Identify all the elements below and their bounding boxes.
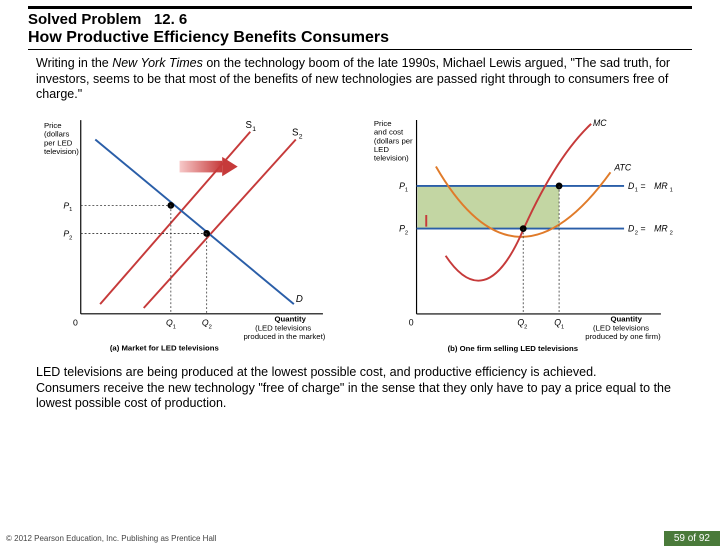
svg-text:1: 1	[635, 188, 638, 194]
svg-text:(LED televisions: (LED televisions	[593, 323, 649, 332]
intro-lead: Writing in the	[36, 56, 112, 70]
chart-b: Price and cost (dollars per LED televisi…	[370, 109, 690, 359]
intro-text: Writing in the New York Times on the tec…	[0, 56, 720, 103]
solved-label: Solved Problem	[28, 11, 141, 28]
slide-number: 59 of 92	[664, 531, 720, 546]
svg-text:MC: MC	[593, 118, 607, 128]
solved-number: 12. 6	[154, 11, 187, 28]
svg-text:1: 1	[69, 207, 72, 213]
svg-text:and cost: and cost	[374, 127, 404, 136]
svg-text:1: 1	[405, 188, 408, 194]
conclusion-line1: LED televisions are being produced at th…	[36, 365, 684, 381]
svg-text:2: 2	[299, 133, 303, 140]
svg-text:MR: MR	[654, 223, 668, 233]
svg-text:1: 1	[173, 324, 176, 330]
chart-b-caption: (b) One firm selling LED televisions	[448, 344, 578, 353]
svg-text:0: 0	[73, 317, 78, 327]
svg-text:(dollars: (dollars	[44, 129, 70, 138]
svg-text:=: =	[641, 181, 646, 191]
svg-text:2: 2	[209, 324, 212, 330]
svg-text:2: 2	[635, 230, 638, 236]
subtitle: How Productive Efficiency Benefits Consu…	[28, 29, 692, 47]
conclusion-text: LED televisions are being produced at th…	[0, 363, 720, 412]
svg-text:television): television)	[374, 154, 409, 163]
svg-text:per LED: per LED	[44, 138, 73, 147]
chart-a-caption: (a) Market for LED televisions	[110, 344, 219, 353]
solved-spacer	[146, 11, 150, 28]
svg-text:S: S	[292, 127, 298, 138]
svg-text:produced in the market): produced in the market)	[244, 332, 326, 341]
svg-text:2: 2	[524, 324, 527, 330]
svg-text:D: D	[296, 294, 303, 305]
footer: © 2012 Pearson Education, Inc. Publishin…	[0, 530, 720, 546]
svg-text:Price: Price	[44, 121, 62, 130]
svg-text:2: 2	[69, 235, 72, 241]
svg-text:=: =	[641, 223, 646, 233]
svg-text:produced by one firm): produced by one firm)	[585, 332, 661, 341]
svg-text:ATC: ATC	[613, 162, 631, 172]
svg-text:Quantity: Quantity	[275, 314, 307, 323]
conclusion-line2: Consumers receive the new technology "fr…	[36, 381, 684, 412]
svg-text:1: 1	[252, 126, 256, 133]
svg-text:MR: MR	[654, 181, 668, 191]
intro-source: New York Times	[112, 56, 203, 70]
svg-text:2: 2	[405, 230, 408, 236]
chart-a: Price (dollars per LED television) S1 S2	[42, 109, 360, 359]
top-rule	[28, 6, 692, 9]
svg-text:(dollars per: (dollars per	[374, 136, 413, 145]
solved-problem-line: Solved Problem 12. 6	[28, 11, 692, 28]
copyright-text: © 2012 Pearson Education, Inc. Publishin…	[0, 534, 216, 543]
heading-block: Solved Problem 12. 6 How Productive Effi…	[28, 11, 692, 50]
svg-text:2: 2	[670, 230, 673, 236]
svg-text:LED: LED	[374, 145, 389, 154]
svg-text:1: 1	[670, 188, 673, 194]
charts-row: Price (dollars per LED television) S1 S2	[0, 103, 720, 363]
svg-text:0: 0	[409, 317, 414, 327]
svg-text:1: 1	[561, 324, 564, 330]
svg-text:S: S	[245, 120, 251, 131]
svg-text:television): television)	[44, 147, 79, 156]
svg-text:Price: Price	[374, 119, 392, 128]
svg-text:Quantity: Quantity	[610, 315, 642, 324]
svg-text:(LED televisions: (LED televisions	[255, 323, 311, 332]
